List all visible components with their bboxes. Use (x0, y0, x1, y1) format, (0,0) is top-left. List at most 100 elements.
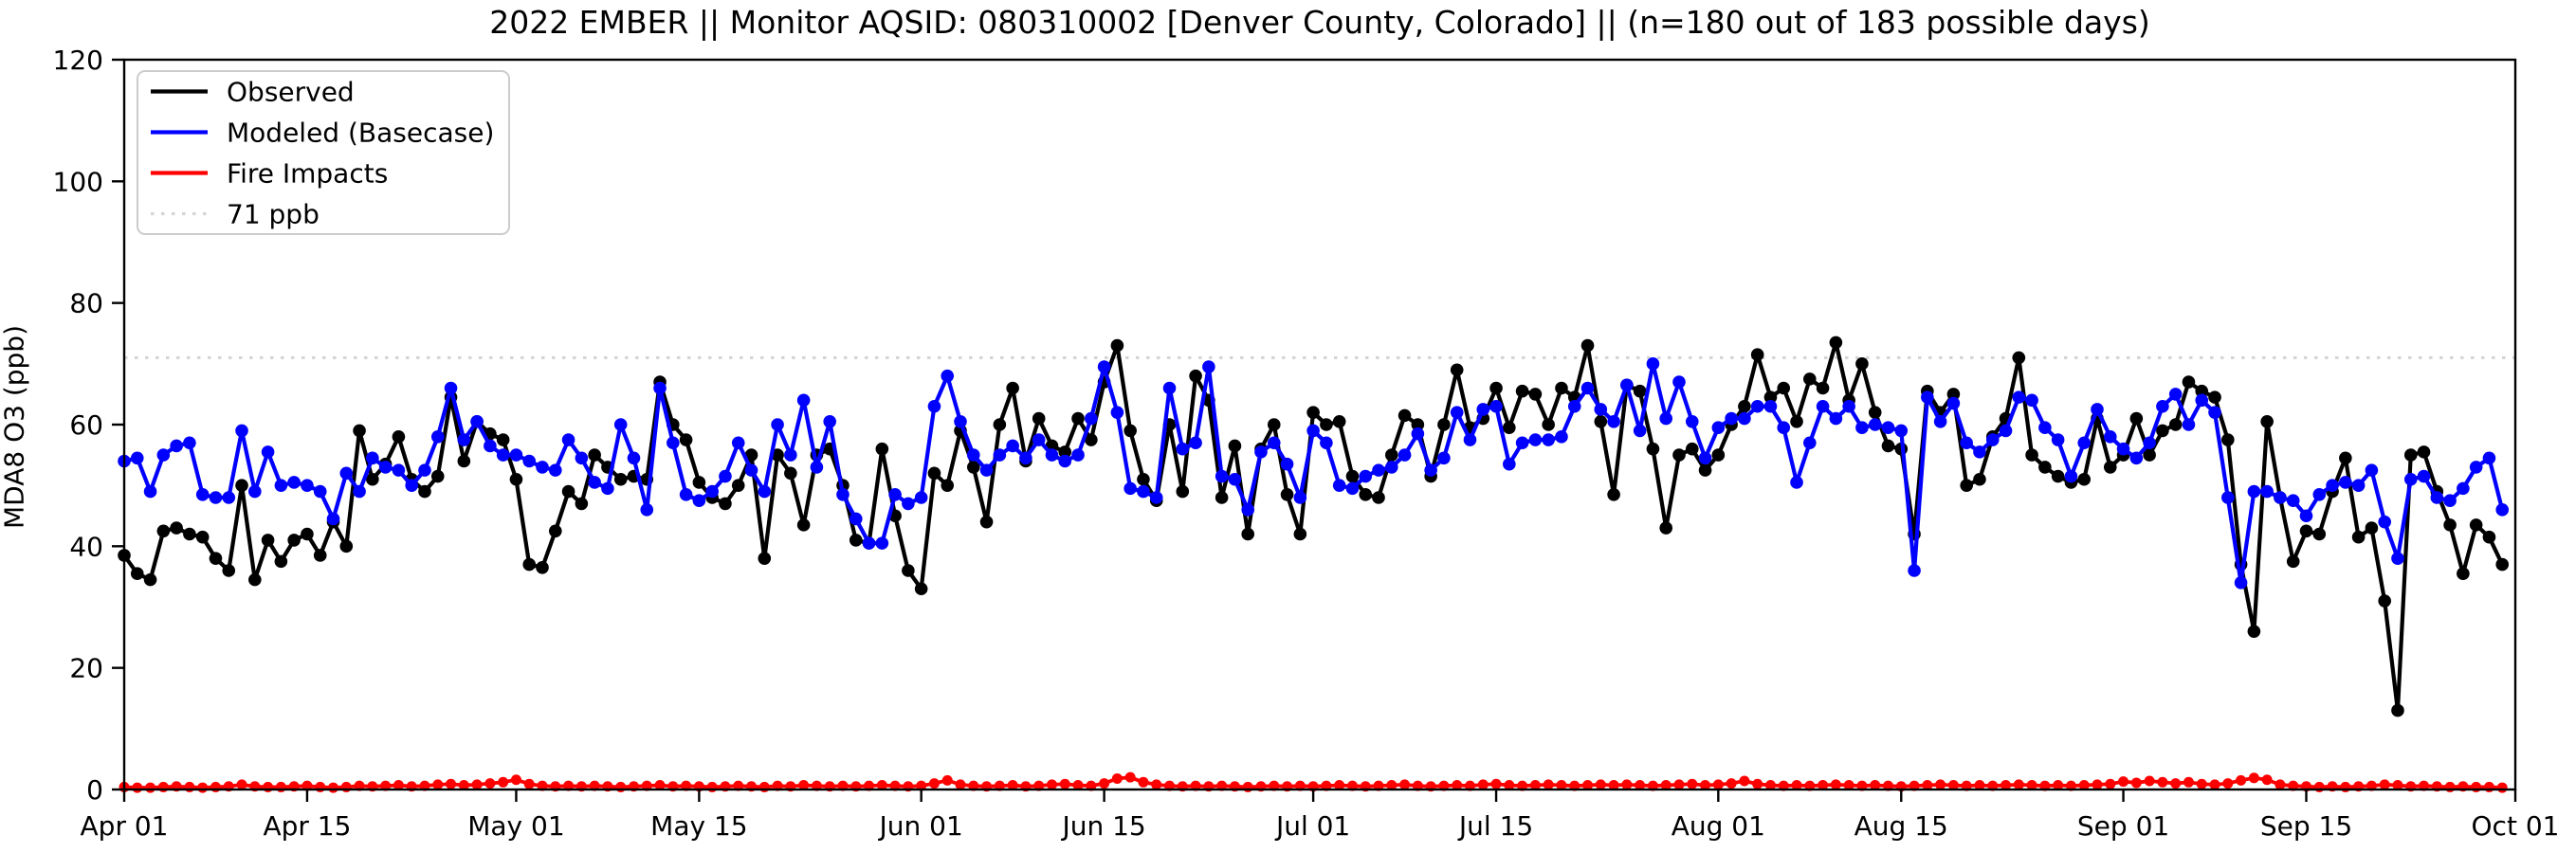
series-marker (1750, 399, 1764, 413)
x-tick-label: Sep 01 (2077, 810, 2169, 842)
series-marker (509, 448, 523, 462)
series-marker (2209, 779, 2220, 790)
series-marker (1267, 418, 1281, 431)
series-marker (2444, 781, 2456, 792)
series-marker (1946, 388, 1961, 401)
chart-title: 2022 EMBER || Monitor AQSID: 080310002 [… (489, 4, 2150, 41)
series-marker (706, 781, 718, 792)
series-marker (1739, 775, 1750, 787)
x-tick-label: Oct 01 (2472, 810, 2560, 842)
series-marker (2351, 530, 2366, 544)
series-marker (2379, 779, 2390, 790)
series-marker (195, 530, 210, 544)
series-marker (132, 782, 143, 793)
series-marker (446, 778, 457, 789)
series-marker (2103, 461, 2117, 474)
series-marker (1594, 414, 1608, 428)
series-marker (2051, 469, 2065, 483)
series-marker (1503, 457, 1516, 471)
series-marker (2286, 494, 2300, 508)
series-marker (2077, 436, 2092, 450)
series-marker (1437, 451, 1451, 465)
series-marker (1515, 436, 1529, 450)
series-marker (1635, 780, 1646, 791)
series-marker (1855, 357, 1869, 371)
series-marker (1935, 779, 1946, 790)
series-marker (849, 534, 863, 547)
series-marker (692, 494, 706, 508)
series-marker (222, 491, 236, 504)
series-marker (2116, 442, 2130, 456)
series-marker (810, 461, 824, 474)
series-marker (719, 469, 732, 483)
series-marker (1437, 418, 1451, 431)
series-marker (261, 534, 275, 547)
series-marker (914, 582, 928, 596)
series-marker (2182, 418, 2196, 431)
series-marker (2496, 782, 2508, 793)
series-marker (1567, 399, 1581, 413)
series-marker (432, 779, 444, 790)
series-marker (928, 778, 940, 789)
series-marker (1489, 381, 1503, 395)
series-marker (876, 780, 887, 791)
series-marker (2275, 779, 2286, 790)
series-marker (1345, 469, 1360, 483)
series-marker (849, 512, 863, 526)
series-marker (1306, 424, 1320, 438)
series-marker (758, 552, 772, 565)
y-tick-label: 40 (69, 531, 103, 562)
series-marker (771, 418, 784, 431)
series-marker (2260, 414, 2274, 428)
series-marker (2105, 778, 2116, 789)
series-marker (1124, 771, 1136, 783)
series-marker (1399, 779, 1411, 790)
series-marker (1280, 487, 1294, 501)
series-marker (484, 778, 496, 789)
series-marker (498, 776, 509, 788)
series-marker (1504, 780, 1515, 791)
series-marker (1450, 406, 1464, 419)
series-marker (613, 418, 628, 431)
series-marker (1659, 411, 1673, 426)
series-marker (2195, 393, 2209, 408)
series-marker (823, 414, 836, 428)
series-marker (170, 439, 183, 453)
series-marker (170, 521, 183, 535)
series-marker (2312, 527, 2327, 541)
series-marker (1137, 472, 1150, 486)
series-marker (653, 381, 667, 395)
series-marker (1006, 439, 1019, 453)
series-marker (195, 487, 210, 501)
series-marker (418, 463, 431, 477)
series-marker (2417, 469, 2431, 483)
series-marker (1372, 463, 1385, 477)
series-marker (1071, 448, 1085, 462)
series-marker (2012, 351, 2026, 365)
legend-label-3: 71 ppb (227, 199, 320, 230)
series-marker (1372, 491, 1385, 504)
series-marker (575, 497, 589, 511)
series-marker (2129, 451, 2144, 465)
series-marker (2038, 461, 2052, 474)
series-marker (1685, 414, 1699, 428)
series-marker (927, 399, 941, 413)
series-marker (2236, 774, 2247, 786)
series-marker (1241, 527, 1255, 541)
series-marker (1515, 384, 1529, 398)
series-marker (2495, 557, 2510, 572)
series-marker (2340, 781, 2351, 792)
series-marker (392, 463, 406, 477)
series-marker (627, 451, 641, 465)
series-marker (184, 781, 195, 792)
series-marker (2156, 399, 2169, 413)
series-marker (1933, 414, 1947, 428)
x-tick-label: Jun 01 (878, 810, 963, 842)
series-marker (1032, 411, 1046, 426)
series-marker (210, 781, 221, 792)
series-marker (1149, 491, 1163, 504)
series-marker (1698, 451, 1712, 465)
series-marker (1621, 779, 1633, 790)
series-marker (966, 448, 980, 462)
series-marker (2326, 479, 2339, 492)
